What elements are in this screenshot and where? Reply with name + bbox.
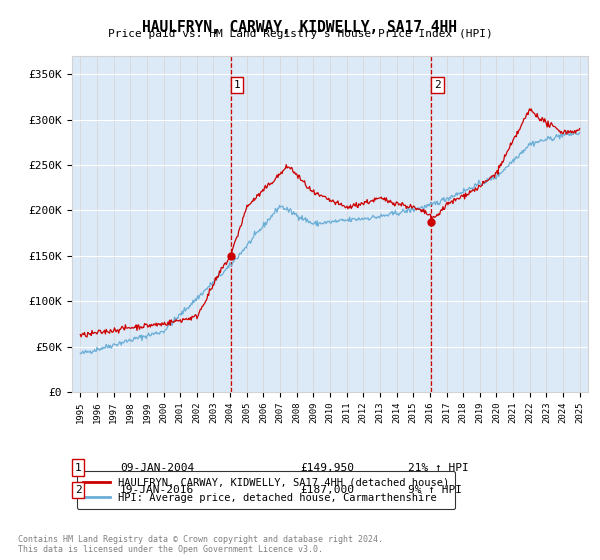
Text: £149,950: £149,950 — [300, 463, 354, 473]
Text: 09-JAN-2004: 09-JAN-2004 — [120, 463, 194, 473]
Text: HAULFRYN, CARWAY, KIDWELLY, SA17 4HH: HAULFRYN, CARWAY, KIDWELLY, SA17 4HH — [143, 20, 458, 35]
Text: 1: 1 — [74, 463, 82, 473]
Text: 19-JAN-2016: 19-JAN-2016 — [120, 485, 194, 495]
Text: 2: 2 — [74, 485, 82, 495]
Text: Contains HM Land Registry data © Crown copyright and database right 2024.
This d: Contains HM Land Registry data © Crown c… — [18, 535, 383, 554]
Text: £187,000: £187,000 — [300, 485, 354, 495]
Legend: HAULFRYN, CARWAY, KIDWELLY, SA17 4HH (detached house), HPI: Average price, detac: HAULFRYN, CARWAY, KIDWELLY, SA17 4HH (de… — [77, 471, 455, 509]
Text: 21% ↑ HPI: 21% ↑ HPI — [408, 463, 469, 473]
Text: 1: 1 — [234, 80, 241, 90]
Text: 9% ↑ HPI: 9% ↑ HPI — [408, 485, 462, 495]
Text: Price paid vs. HM Land Registry's House Price Index (HPI): Price paid vs. HM Land Registry's House … — [107, 29, 493, 39]
Text: 2: 2 — [434, 80, 441, 90]
